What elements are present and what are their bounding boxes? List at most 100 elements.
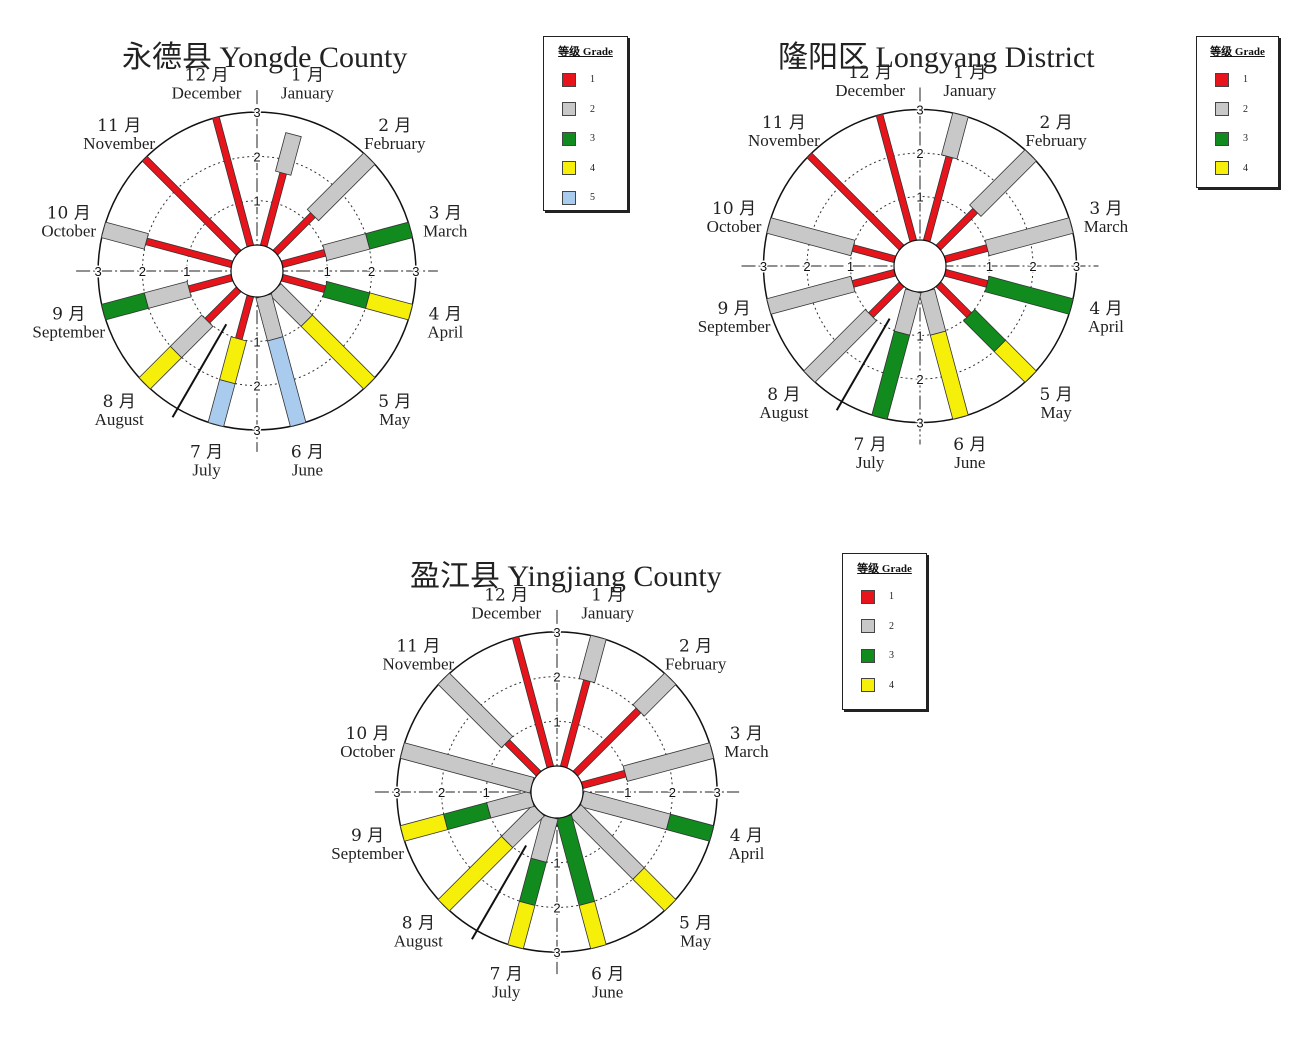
month-label-cn: 11 月	[762, 113, 806, 133]
legend-swatch	[1215, 161, 1229, 176]
month-label-en: May	[680, 932, 712, 951]
bar-segment-september-grade-4	[399, 813, 449, 842]
tick-label: 2	[916, 372, 923, 387]
chart-panel-longyang: 隆阳区 Longyang District 1 月 January 2 月 Febru…	[660, 0, 1298, 480]
bar-segment-april-grade-4	[365, 292, 414, 321]
legend-item-grade-1: 1	[544, 65, 627, 95]
month-label-cn: 5 月	[679, 914, 712, 934]
month-label-en: March	[724, 742, 769, 761]
bar-segment-february-grade-2	[632, 672, 677, 717]
legend-swatch	[562, 72, 576, 87]
legend-swatch	[562, 102, 576, 117]
bar-segment-march-grade-2	[984, 217, 1074, 257]
bar-segment-march-grade-2	[622, 742, 715, 782]
month-label-cn: 5 月	[378, 392, 411, 412]
legend-item-grade-4: 4	[544, 154, 627, 184]
tick-label: 1	[847, 259, 854, 274]
month-label-en: December	[835, 81, 905, 100]
tick-label: 1	[986, 259, 993, 274]
bar-segment-december-grade-1	[212, 116, 255, 248]
bar-segment-march-grade-1	[580, 769, 627, 790]
tick-label: 1	[183, 264, 190, 279]
bar-segment-may-grade-4	[300, 314, 376, 390]
legend-item-grade-1: 1	[843, 582, 926, 612]
bar-segment-april-grade-3	[322, 281, 371, 309]
legend-item-grade-1: 1	[1197, 65, 1278, 95]
month-label-en: December	[172, 84, 242, 103]
bar-segment-may-grade-4	[993, 339, 1037, 383]
legend-item-grade-3: 3	[1197, 124, 1278, 154]
tick-label: 1	[553, 714, 560, 729]
bar-segment-september-grade-3	[443, 802, 492, 831]
legend-label: 3	[889, 650, 894, 662]
bar-segment-july-grade-4	[507, 900, 536, 950]
bar-segment-october-grade-2	[766, 217, 856, 257]
tick-label: 3	[1073, 259, 1080, 274]
bar-segment-may-grade-4	[632, 867, 677, 912]
bar-segment-november-grade-1	[504, 739, 542, 777]
month-label-cn: 4 月	[730, 826, 763, 846]
tick-label: 1	[916, 329, 923, 344]
tick-label: 1	[916, 190, 923, 205]
month-label-cn: 8 月	[402, 914, 435, 934]
legend-label: 2	[1243, 103, 1248, 115]
bar-segment-january-grade-2	[941, 112, 969, 160]
legend-label: 2	[590, 103, 595, 115]
month-label-cn: 8 月	[767, 385, 800, 405]
month-label-en: July	[856, 453, 885, 472]
tick-label: 1	[483, 785, 490, 800]
tick-label: 3	[253, 105, 260, 120]
bar-segment-january-grade-1	[922, 155, 953, 243]
month-label-en: September	[331, 844, 404, 863]
month-label-en: December	[471, 604, 541, 623]
bar-segment-september-grade-1	[187, 273, 234, 293]
bar-segment-february-grade-1	[935, 207, 979, 251]
month-label-cn: 2 月	[679, 636, 712, 656]
bar-segment-april-grade-1	[280, 273, 327, 293]
tick-label: 2	[1029, 259, 1036, 274]
tick-label: 2	[368, 264, 375, 279]
season-divider-line	[171, 323, 228, 418]
month-label-en: April	[1088, 317, 1124, 336]
month-label-en: August	[394, 932, 443, 951]
tick-label: 2	[253, 379, 260, 394]
legend-item-grade-5: 5	[544, 183, 627, 213]
month-label-en: June	[292, 460, 323, 479]
month-label-en: October	[41, 222, 96, 241]
month-label-en: June	[592, 982, 623, 1001]
month-label-en: March	[423, 222, 468, 241]
bar-segment-march-grade-3	[365, 221, 414, 250]
center-circle	[230, 244, 284, 298]
bar-segment-october-grade-2	[100, 221, 149, 250]
bar-segment-july-grade-5	[207, 379, 236, 428]
legend-title: 等级 Grade	[558, 46, 613, 58]
bar-segment-april-grade-3	[665, 813, 715, 842]
month-label-en: July	[192, 460, 221, 479]
month-label-cn: 10 月	[47, 204, 91, 224]
month-label-cn: 11 月	[97, 116, 141, 136]
legend-label: 3	[590, 133, 595, 145]
bar-segment-december-grade-1	[511, 636, 555, 769]
tick-label: 1	[253, 194, 260, 209]
legend-item-grade-4: 4	[1197, 154, 1278, 184]
bar-segment-august-grade-1	[867, 281, 905, 319]
center-circle	[530, 765, 584, 819]
tick-label: 3	[760, 259, 767, 274]
month-label-cn: 11 月	[396, 636, 440, 656]
month-label-en: March	[1084, 217, 1129, 236]
legend-swatch	[1215, 131, 1229, 146]
month-label-cn: 6 月	[953, 435, 986, 455]
